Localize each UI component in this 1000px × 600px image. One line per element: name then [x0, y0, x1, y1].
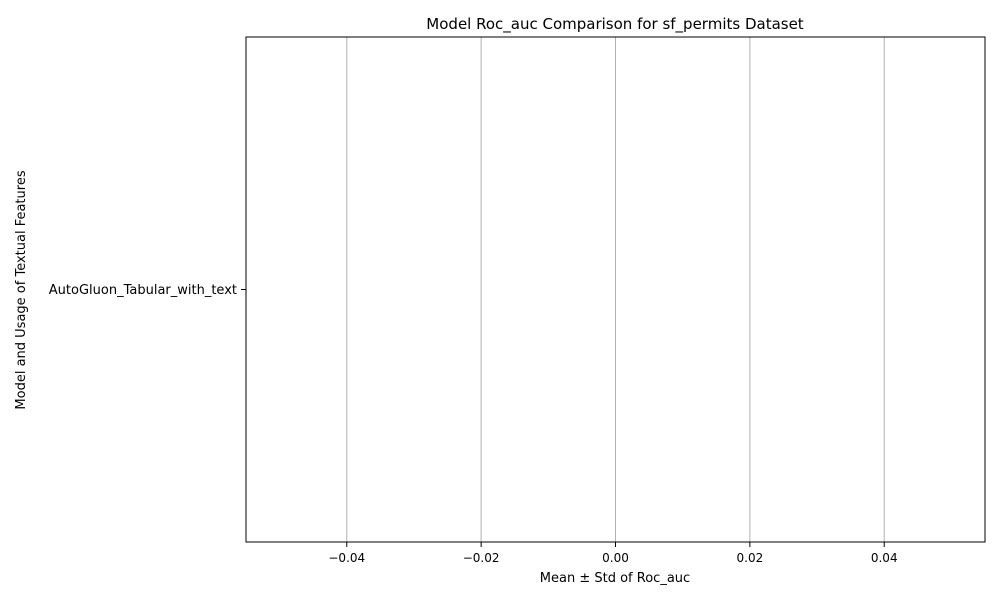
x-tick-label: −0.04	[328, 551, 365, 565]
gridlines	[346, 37, 885, 542]
y-axis-ticks: AutoGluon_Tabular_with_text	[49, 283, 246, 298]
x-tick-label: 0.00	[602, 551, 629, 565]
y-axis-label: Model and Usage of Textual Features	[14, 170, 29, 409]
x-axis-label: Mean ± Std of Roc_auc	[540, 571, 690, 586]
chart-title: Model Roc_auc Comparison for sf_permits …	[426, 15, 804, 34]
y-tick-label: AutoGluon_Tabular_with_text	[49, 283, 237, 298]
x-tick-label: 0.02	[737, 551, 764, 565]
x-tick-label: −0.02	[463, 551, 500, 565]
x-tick-label: 0.04	[871, 551, 898, 565]
x-axis-ticks: −0.04 −0.02 0.00 0.02 0.04	[328, 542, 898, 565]
